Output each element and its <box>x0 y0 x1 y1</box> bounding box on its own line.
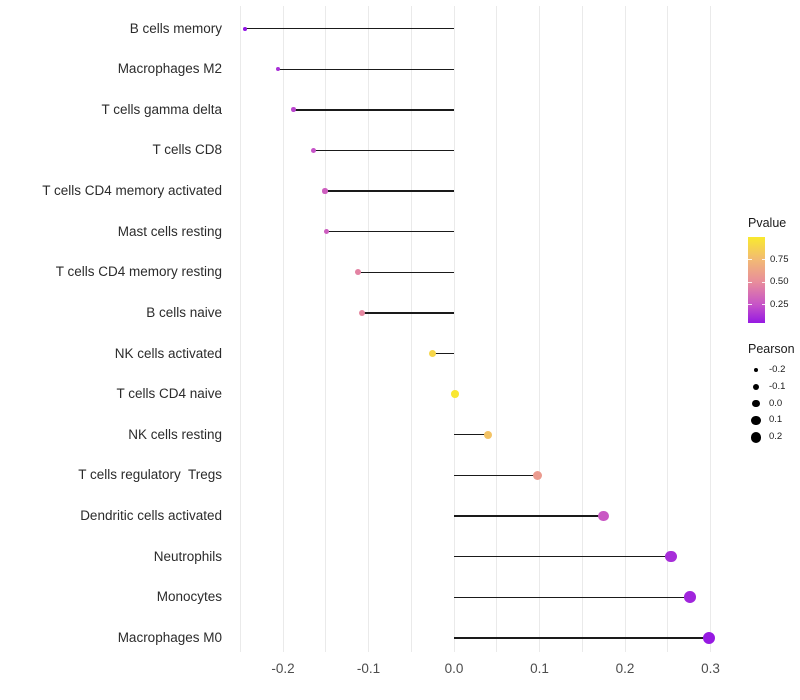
lollipop-stem <box>454 434 489 436</box>
lollipop-dot <box>684 591 696 604</box>
lollipop-stem <box>313 149 454 152</box>
pearson-legend-dot <box>750 431 762 443</box>
category-label: T cells CD4 memory activated <box>42 183 222 199</box>
pearson-legend-label: -0.1 <box>769 380 786 392</box>
lollipop-dot <box>598 510 609 522</box>
lollipop-dot <box>665 550 677 563</box>
category-label: T cells regulatory Tregs <box>78 467 222 483</box>
pearson-legend-label: -0.2 <box>769 364 786 375</box>
lollipop-stem <box>245 27 454 30</box>
lollipop-stem <box>454 637 709 639</box>
pvalue-tick-label: 0.75 <box>770 253 789 265</box>
lollipop-stem <box>277 68 454 70</box>
pearson-legend-dot <box>752 383 760 390</box>
lollipop-stem <box>454 515 604 517</box>
lollipop-dot <box>290 107 296 113</box>
lollipop-stem <box>454 474 538 477</box>
x-tick-label: 0.3 <box>701 661 720 676</box>
lollipop-stem <box>293 109 454 111</box>
lollipop-dot <box>311 147 317 153</box>
lollipop-dot <box>355 269 362 276</box>
gridline <box>325 6 327 652</box>
pvalue-bar-tickmark <box>761 281 765 283</box>
lollipop-stem <box>324 190 454 192</box>
pvalue-bar-tickmark <box>761 259 765 261</box>
x-tick-label: 0.1 <box>530 661 549 676</box>
category-label: NK cells resting <box>128 426 222 442</box>
pvalue-gradient-bar <box>748 237 765 323</box>
category-label: T cells gamma delta <box>101 101 222 117</box>
x-tick-label: 0.2 <box>615 661 635 676</box>
pearson-legend-dot <box>752 399 760 408</box>
gridline <box>581 6 583 652</box>
pvalue-tick-label: 0.25 <box>770 298 789 310</box>
category-label: B cells naive <box>146 304 222 320</box>
x-tick-label: 0.0 <box>444 661 464 676</box>
pvalue-bar-tickmark <box>748 304 752 306</box>
lollipop-stem <box>358 271 454 273</box>
category-label: Neutrophils <box>153 548 222 564</box>
lollipop-dot <box>702 631 715 644</box>
category-label: NK cells activated <box>114 345 222 361</box>
lollipop-dot <box>358 309 365 316</box>
legend-pearson-title: Pearson <box>748 342 795 356</box>
category-label: T cells CD8 <box>152 142 222 158</box>
gridline <box>453 6 455 652</box>
pearson-legend-dot <box>751 415 761 425</box>
category-label: Dendritic cells activated <box>80 508 222 524</box>
gridline <box>624 6 626 652</box>
pvalue-bar-tickmark <box>761 304 765 306</box>
category-label: T cells CD4 memory resting <box>55 264 222 280</box>
lollipop-stem <box>326 231 454 233</box>
lollipop-stem <box>454 555 672 558</box>
pvalue-bar-tickmark <box>748 259 752 261</box>
gridline <box>368 6 369 652</box>
pearson-legend-label: 0.1 <box>769 414 783 426</box>
gridline <box>667 6 669 652</box>
lollipop-dot <box>533 470 543 480</box>
category-label: T cells CD4 naive <box>116 386 222 402</box>
lollipop-dot <box>451 390 459 398</box>
gridline <box>539 6 540 652</box>
category-label: Macrophages M0 <box>117 629 222 645</box>
lollipop-dot <box>243 26 248 31</box>
pvalue-tick-label: 0.50 <box>770 276 789 288</box>
pearson-legend-label: 0.2 <box>769 431 783 443</box>
gridline <box>282 6 284 652</box>
category-label: Mast cells resting <box>117 223 222 239</box>
gridline <box>239 6 241 652</box>
lollipop-dot <box>429 349 437 358</box>
lollipop-stem <box>432 352 454 355</box>
x-tick-label: -0.2 <box>271 661 295 676</box>
gridline <box>496 6 498 652</box>
lollipop-dot <box>275 67 281 72</box>
gridline <box>710 6 711 652</box>
lollipop-dot <box>323 229 330 235</box>
legend-pvalue-title: Pvalue <box>748 216 787 230</box>
lollipop-dot <box>484 430 493 439</box>
lollipop-stem <box>361 312 454 314</box>
pvalue-bar-tickmark <box>748 281 752 283</box>
lollipop-stem <box>454 596 690 598</box>
x-tick-label: -0.1 <box>356 661 381 676</box>
pearson-legend-label: 0.0 <box>769 397 783 409</box>
category-label: B cells memory <box>129 20 222 36</box>
gridline <box>410 6 412 652</box>
lollipop-dot <box>322 188 328 194</box>
category-label: Macrophages M2 <box>117 61 222 77</box>
category-label: Monocytes <box>156 589 222 605</box>
pearson-legend-dot <box>753 367 759 373</box>
